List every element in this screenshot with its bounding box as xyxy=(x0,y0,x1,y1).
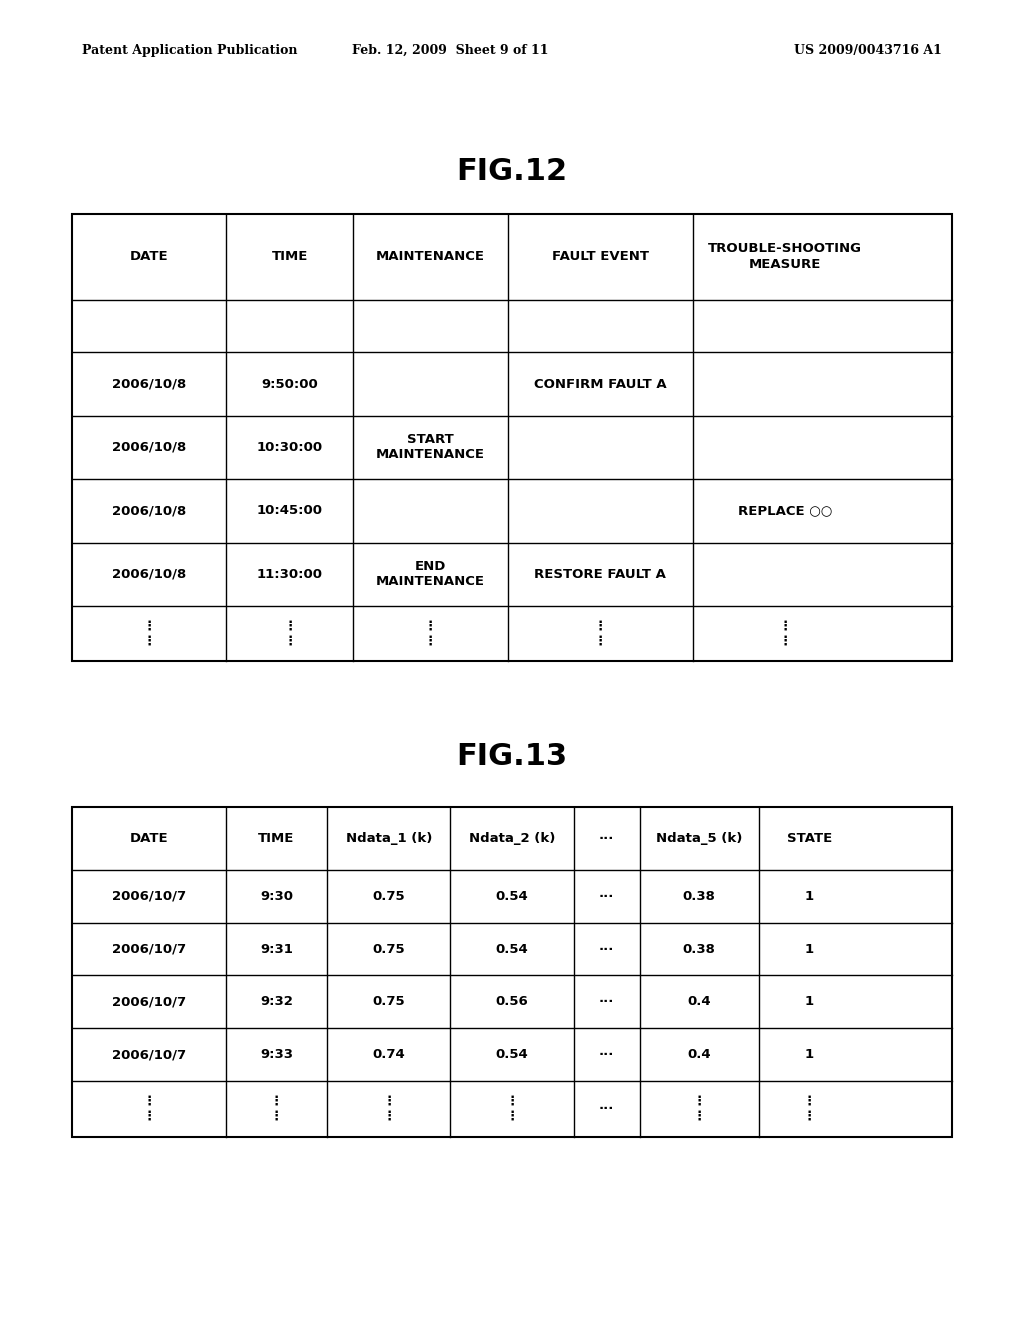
Text: CONFIRM FAULT A: CONFIRM FAULT A xyxy=(534,378,667,391)
Text: 0.75: 0.75 xyxy=(373,890,406,903)
Text: 9:33: 9:33 xyxy=(260,1048,293,1061)
Text: 2006/10/8: 2006/10/8 xyxy=(112,378,186,391)
Text: FIG.13: FIG.13 xyxy=(457,742,567,771)
Text: MAINTENANCE: MAINTENANCE xyxy=(376,251,485,263)
Text: Ndata_1 (k): Ndata_1 (k) xyxy=(345,832,432,845)
Text: ···: ··· xyxy=(599,1048,614,1061)
Text: ···: ··· xyxy=(599,832,614,845)
Text: Patent Application Publication: Patent Application Publication xyxy=(82,44,297,57)
Bar xyxy=(72,807,952,1137)
Text: ⋮
⋮: ⋮ ⋮ xyxy=(382,1094,395,1123)
Text: ⋮
⋮: ⋮ ⋮ xyxy=(283,619,296,648)
Text: 9:32: 9:32 xyxy=(260,995,293,1008)
Text: 1: 1 xyxy=(805,995,814,1008)
Text: DATE: DATE xyxy=(129,251,168,263)
Text: 0.54: 0.54 xyxy=(496,1048,528,1061)
Text: 1: 1 xyxy=(805,942,814,956)
Text: 0.38: 0.38 xyxy=(683,890,716,903)
Text: ⋮
⋮: ⋮ ⋮ xyxy=(142,619,156,648)
Text: ⋮
⋮: ⋮ ⋮ xyxy=(424,619,437,648)
Text: 0.74: 0.74 xyxy=(373,1048,406,1061)
Text: ⋮
⋮: ⋮ ⋮ xyxy=(269,1094,283,1123)
Text: Ndata_5 (k): Ndata_5 (k) xyxy=(656,832,742,845)
Text: ···: ··· xyxy=(599,1102,614,1115)
Text: TROUBLE-SHOOTING
MEASURE: TROUBLE-SHOOTING MEASURE xyxy=(708,243,862,271)
Text: Ndata_2 (k): Ndata_2 (k) xyxy=(469,832,555,845)
Text: 0.4: 0.4 xyxy=(687,995,711,1008)
Text: 10:30:00: 10:30:00 xyxy=(257,441,323,454)
Text: 2006/10/7: 2006/10/7 xyxy=(112,1048,185,1061)
Text: 2006/10/7: 2006/10/7 xyxy=(112,890,185,903)
Text: TIME: TIME xyxy=(258,832,295,845)
Text: 0.75: 0.75 xyxy=(373,942,406,956)
Text: FAULT EVENT: FAULT EVENT xyxy=(552,251,648,263)
Text: 0.75: 0.75 xyxy=(373,995,406,1008)
Text: START
MAINTENANCE: START MAINTENANCE xyxy=(376,433,485,462)
Text: 9:31: 9:31 xyxy=(260,942,293,956)
Text: ⋮
⋮: ⋮ ⋮ xyxy=(506,1094,518,1123)
Text: 0.54: 0.54 xyxy=(496,942,528,956)
Text: 2006/10/8: 2006/10/8 xyxy=(112,568,186,581)
Text: 0.38: 0.38 xyxy=(683,942,716,956)
Text: 0.54: 0.54 xyxy=(496,890,528,903)
Text: 1: 1 xyxy=(805,890,814,903)
Text: STATE: STATE xyxy=(786,832,831,845)
Bar xyxy=(72,214,952,661)
Text: ···: ··· xyxy=(599,890,614,903)
Text: 11:30:00: 11:30:00 xyxy=(257,568,323,581)
Text: US 2009/0043716 A1: US 2009/0043716 A1 xyxy=(795,44,942,57)
Text: ⋮
⋮: ⋮ ⋮ xyxy=(778,619,792,648)
Text: 1: 1 xyxy=(805,1048,814,1061)
Text: 9:50:00: 9:50:00 xyxy=(261,378,318,391)
Text: ⋮
⋮: ⋮ ⋮ xyxy=(142,1094,156,1123)
Text: RESTORE FAULT A: RESTORE FAULT A xyxy=(535,568,666,581)
Text: TIME: TIME xyxy=(271,251,308,263)
Text: 2006/10/8: 2006/10/8 xyxy=(112,441,186,454)
Text: ⋮
⋮: ⋮ ⋮ xyxy=(803,1094,816,1123)
Text: 2006/10/7: 2006/10/7 xyxy=(112,995,185,1008)
Text: Feb. 12, 2009  Sheet 9 of 11: Feb. 12, 2009 Sheet 9 of 11 xyxy=(352,44,549,57)
Text: 0.56: 0.56 xyxy=(496,995,528,1008)
Text: 2006/10/7: 2006/10/7 xyxy=(112,942,185,956)
Text: DATE: DATE xyxy=(129,832,168,845)
Text: 9:30: 9:30 xyxy=(260,890,293,903)
Text: ···: ··· xyxy=(599,995,614,1008)
Text: REPLACE ○○: REPLACE ○○ xyxy=(738,504,833,517)
Text: ⋮
⋮: ⋮ ⋮ xyxy=(594,619,606,648)
Text: 2006/10/8: 2006/10/8 xyxy=(112,504,186,517)
Text: 10:45:00: 10:45:00 xyxy=(257,504,323,517)
Text: ···: ··· xyxy=(599,942,614,956)
Text: END
MAINTENANCE: END MAINTENANCE xyxy=(376,560,485,589)
Text: 0.4: 0.4 xyxy=(687,1048,711,1061)
Text: ⋮
⋮: ⋮ ⋮ xyxy=(692,1094,706,1123)
Text: FIG.12: FIG.12 xyxy=(457,157,567,186)
